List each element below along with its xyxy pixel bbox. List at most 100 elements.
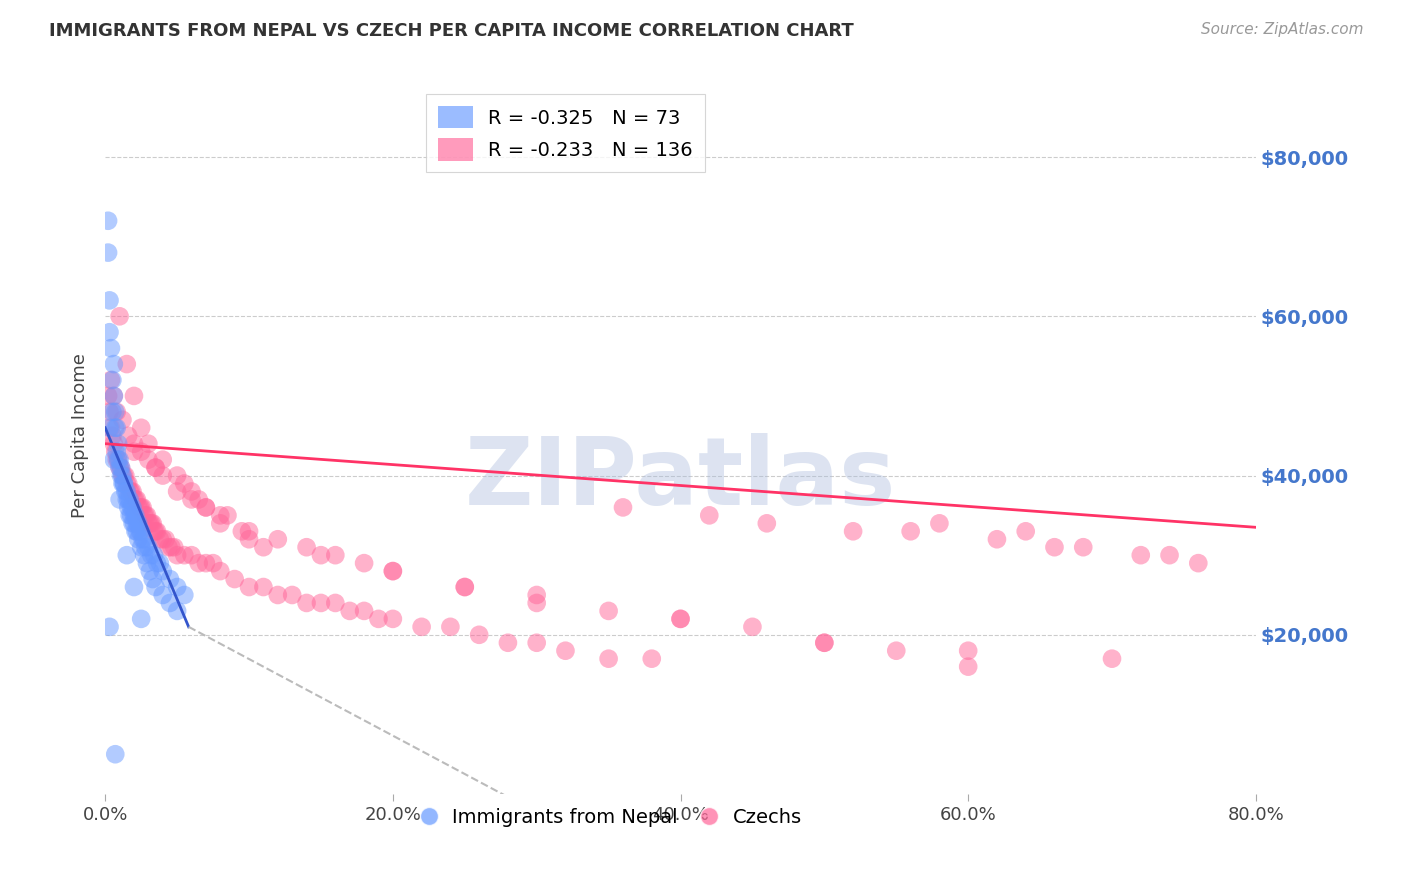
Point <box>120 484 142 499</box>
Point <box>267 533 290 547</box>
Point <box>1187 556 1209 570</box>
Point <box>129 540 152 554</box>
Point <box>117 500 139 515</box>
Point <box>122 492 145 507</box>
Point <box>554 644 576 658</box>
Point <box>146 556 169 570</box>
Point <box>105 452 128 467</box>
Point <box>129 444 152 458</box>
Point <box>166 548 188 562</box>
Point <box>900 524 922 539</box>
Point <box>209 564 232 578</box>
Point <box>118 484 141 499</box>
Point <box>138 516 160 531</box>
Point <box>496 636 519 650</box>
Point <box>598 604 620 618</box>
Point <box>129 421 152 435</box>
Point <box>122 444 145 458</box>
Point <box>103 452 125 467</box>
Point <box>112 476 135 491</box>
Point <box>884 644 907 658</box>
Point <box>124 492 146 507</box>
Point <box>1101 651 1123 665</box>
Point <box>138 540 160 554</box>
Point <box>135 508 157 523</box>
Point <box>152 564 174 578</box>
Point <box>125 492 148 507</box>
Y-axis label: Per Capita Income: Per Capita Income <box>72 353 89 518</box>
Point <box>353 604 375 618</box>
Point <box>187 556 209 570</box>
Point <box>128 524 150 539</box>
Point <box>132 548 155 562</box>
Point <box>114 484 136 499</box>
Point <box>231 524 253 539</box>
Point <box>111 468 134 483</box>
Point <box>986 533 1008 547</box>
Point <box>108 460 131 475</box>
Point <box>98 293 121 308</box>
Point <box>145 524 167 539</box>
Point <box>669 612 692 626</box>
Text: IMMIGRANTS FROM NEPAL VS CZECH PER CAPITA INCOME CORRELATION CHART: IMMIGRANTS FROM NEPAL VS CZECH PER CAPIT… <box>49 22 853 40</box>
Point <box>105 405 128 419</box>
Point <box>957 644 980 658</box>
Point <box>217 508 239 523</box>
Point <box>209 516 232 531</box>
Point <box>813 636 835 650</box>
Point <box>813 636 835 650</box>
Point <box>131 500 153 515</box>
Point <box>209 508 232 523</box>
Point <box>145 460 167 475</box>
Point <box>598 651 620 665</box>
Point <box>108 492 131 507</box>
Point <box>224 572 246 586</box>
Point <box>132 533 155 547</box>
Point <box>238 533 260 547</box>
Point <box>160 540 183 554</box>
Point <box>112 476 135 491</box>
Point <box>118 508 141 523</box>
Point <box>115 548 138 562</box>
Point <box>194 556 217 570</box>
Point <box>117 476 139 491</box>
Point <box>121 484 143 499</box>
Point <box>104 747 127 762</box>
Point <box>110 468 132 483</box>
Point <box>309 596 332 610</box>
Point <box>1159 548 1181 562</box>
Point <box>157 540 180 554</box>
Point <box>128 500 150 515</box>
Point <box>108 452 131 467</box>
Point <box>526 636 548 650</box>
Point <box>100 341 122 355</box>
Point <box>741 620 763 634</box>
Point <box>129 500 152 515</box>
Point <box>252 580 274 594</box>
Point <box>1129 548 1152 562</box>
Point <box>127 533 149 547</box>
Text: Source: ZipAtlas.com: Source: ZipAtlas.com <box>1201 22 1364 37</box>
Point <box>295 540 318 554</box>
Point <box>142 516 165 531</box>
Point <box>381 564 404 578</box>
Point <box>166 580 188 594</box>
Point <box>468 628 491 642</box>
Point <box>146 524 169 539</box>
Point <box>166 484 188 499</box>
Point <box>122 389 145 403</box>
Point <box>180 492 202 507</box>
Point <box>124 524 146 539</box>
Point <box>612 500 634 515</box>
Point <box>107 436 129 450</box>
Point <box>115 492 138 507</box>
Point <box>194 500 217 515</box>
Point <box>1043 540 1066 554</box>
Point <box>755 516 778 531</box>
Point <box>134 540 156 554</box>
Point <box>149 533 172 547</box>
Point <box>139 564 162 578</box>
Point <box>381 564 404 578</box>
Point <box>309 548 332 562</box>
Point <box>127 516 149 531</box>
